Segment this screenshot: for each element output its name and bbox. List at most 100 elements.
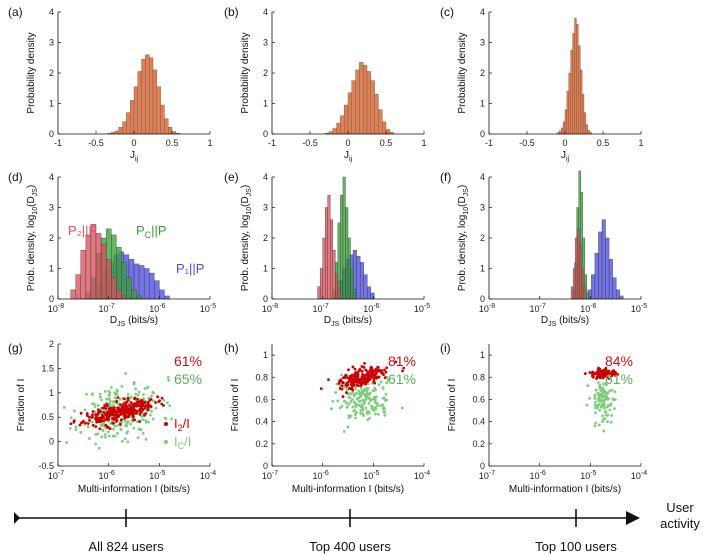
scatter-point-scatter_green <box>145 386 149 390</box>
tick-base: 10 <box>479 471 489 481</box>
panel-label: (f) <box>440 170 451 184</box>
y-label-sub: 10 <box>463 207 470 215</box>
histogram-bar-blue <box>367 286 371 300</box>
y-label-main: Fraction of I <box>447 379 458 432</box>
tick-exponent: -7 <box>323 303 329 310</box>
histogram-bar-green <box>121 262 127 300</box>
scatter-point-scatter_red <box>156 395 160 399</box>
scatter-point-scatter_green <box>103 433 107 436</box>
histogram-bar-red <box>105 259 112 300</box>
tick-base: 10 <box>414 471 424 481</box>
scatter-point-scatter_red <box>353 372 357 376</box>
scatter-point-scatter_green <box>353 413 357 416</box>
y-tick-label: 0 <box>49 294 54 304</box>
scatter-point-scatter_green <box>134 392 138 396</box>
tick-exponent: -5 <box>424 303 430 310</box>
histogram-bar-red <box>80 250 87 300</box>
scatter-point-scatter_red <box>337 382 341 385</box>
scatter-point-scatter_green <box>344 401 348 405</box>
scatter-point-scatter_green <box>378 404 382 408</box>
scatter-point-scatter_red <box>132 410 135 413</box>
scatter-point-scatter_green <box>154 406 158 410</box>
scatter-point-scatter_red <box>146 404 150 408</box>
scatter-point-scatter_green <box>357 399 361 403</box>
scatter-point-scatter_red <box>115 400 119 403</box>
scatter-point-scatter_red <box>138 403 142 407</box>
y-axis-label: Fraction of I <box>447 379 458 432</box>
scatter-point-scatter_green <box>597 403 601 406</box>
legend-text: P₁||P <box>176 261 204 276</box>
scatter-point-scatter_red <box>81 419 85 423</box>
scatter-point-scatter_green <box>598 383 602 387</box>
panel-label: (g) <box>8 341 23 355</box>
scatter-point-scatter_green <box>144 420 148 424</box>
histogram-bar-blue <box>615 289 620 300</box>
scatter-point-scatter_green <box>603 417 607 420</box>
scatter-point-scatter_green <box>371 397 374 401</box>
scatter-point-scatter_green <box>350 398 354 401</box>
histogram-bar-red <box>330 219 333 300</box>
histogram-bar-blue <box>356 256 361 300</box>
scatter-point-scatter_red <box>78 423 82 427</box>
scatter-point-scatter_green <box>98 395 102 399</box>
histogram-bar-red <box>100 243 107 300</box>
scatter-point-scatter_green <box>125 431 129 435</box>
y-tick-label: 3 <box>480 203 485 213</box>
scatter-point-scatter_green <box>376 412 380 416</box>
scatter-point-scatter_green <box>609 420 613 424</box>
scatter-point-scatter_green <box>373 406 377 410</box>
histogram-bar-red <box>317 286 321 300</box>
scatter-point-scatter_red <box>108 427 112 431</box>
scatter-point-scatter_green <box>586 384 590 388</box>
scatter-point-scatter_green <box>358 395 362 399</box>
tick-exponent: -4 <box>210 470 216 477</box>
scatter-point-scatter_green <box>345 388 349 392</box>
x-label-sub: ij <box>566 156 570 163</box>
tick-base: 10 <box>530 304 540 314</box>
tick-base: 10 <box>530 471 540 481</box>
histogram-bar <box>114 130 119 135</box>
scatter-point-scatter_green <box>112 404 115 407</box>
x-axis-label: Jij <box>130 150 139 163</box>
y-tick-label: 0.5 <box>41 412 54 422</box>
tick-exponent: -4 <box>424 470 430 477</box>
tick-base: 10 <box>262 304 272 314</box>
x-tick-label: -0.5 <box>302 138 318 148</box>
x-tick-label: -0.5 <box>519 138 535 148</box>
scatter-point-scatter_green <box>107 393 111 397</box>
scatter-point-scatter_red <box>94 417 97 421</box>
histogram-bar <box>566 91 570 135</box>
tick-base: 10 <box>313 304 323 314</box>
histogram-bar-red <box>70 289 76 300</box>
x-tick-label: 10-6 <box>149 303 165 314</box>
tick-exponent: -7 <box>109 303 115 310</box>
scatter-point-scatter_green <box>142 393 145 396</box>
scatter-point-scatter_green <box>101 422 105 426</box>
y-tick-label: 0 <box>480 294 485 304</box>
histogram-bar-blue <box>591 274 596 300</box>
tick-exponent: -6 <box>540 470 546 477</box>
scatter-point-scatter_red <box>120 405 124 409</box>
scatter-point-scatter_red <box>351 388 355 392</box>
histogram-bar <box>164 118 169 135</box>
histogram-bar-blue <box>149 272 155 300</box>
x-tick-label: 0 <box>562 138 567 148</box>
panel-b: (b) 0 1 2 3 4 -1 -0.5 0 0.5 1 Jij Probability densit… <box>224 5 427 163</box>
scatter-point-scatter_red <box>353 367 357 371</box>
scatter-point-scatter_red <box>129 401 133 404</box>
histogram-bar-red <box>583 286 586 300</box>
scatter-point-scatter_red <box>596 375 600 378</box>
scatter-point-scatter_red <box>91 415 94 419</box>
scatter-point-scatter_green <box>593 403 597 407</box>
scatter-point-scatter_red <box>116 413 120 417</box>
tick-base: 10 <box>414 304 424 314</box>
histogram-bar <box>344 104 349 135</box>
scatter-point-scatter_red <box>72 420 76 424</box>
scatter-point-scatter_red <box>144 412 148 415</box>
scatter-point-scatter_red <box>347 380 351 384</box>
x-axis-label: Jij <box>561 150 570 163</box>
scatter-point-scatter_green <box>370 404 373 408</box>
histogram-bar-red <box>319 268 323 300</box>
x-label-main: Multi-information I (bits/s) <box>78 484 190 495</box>
